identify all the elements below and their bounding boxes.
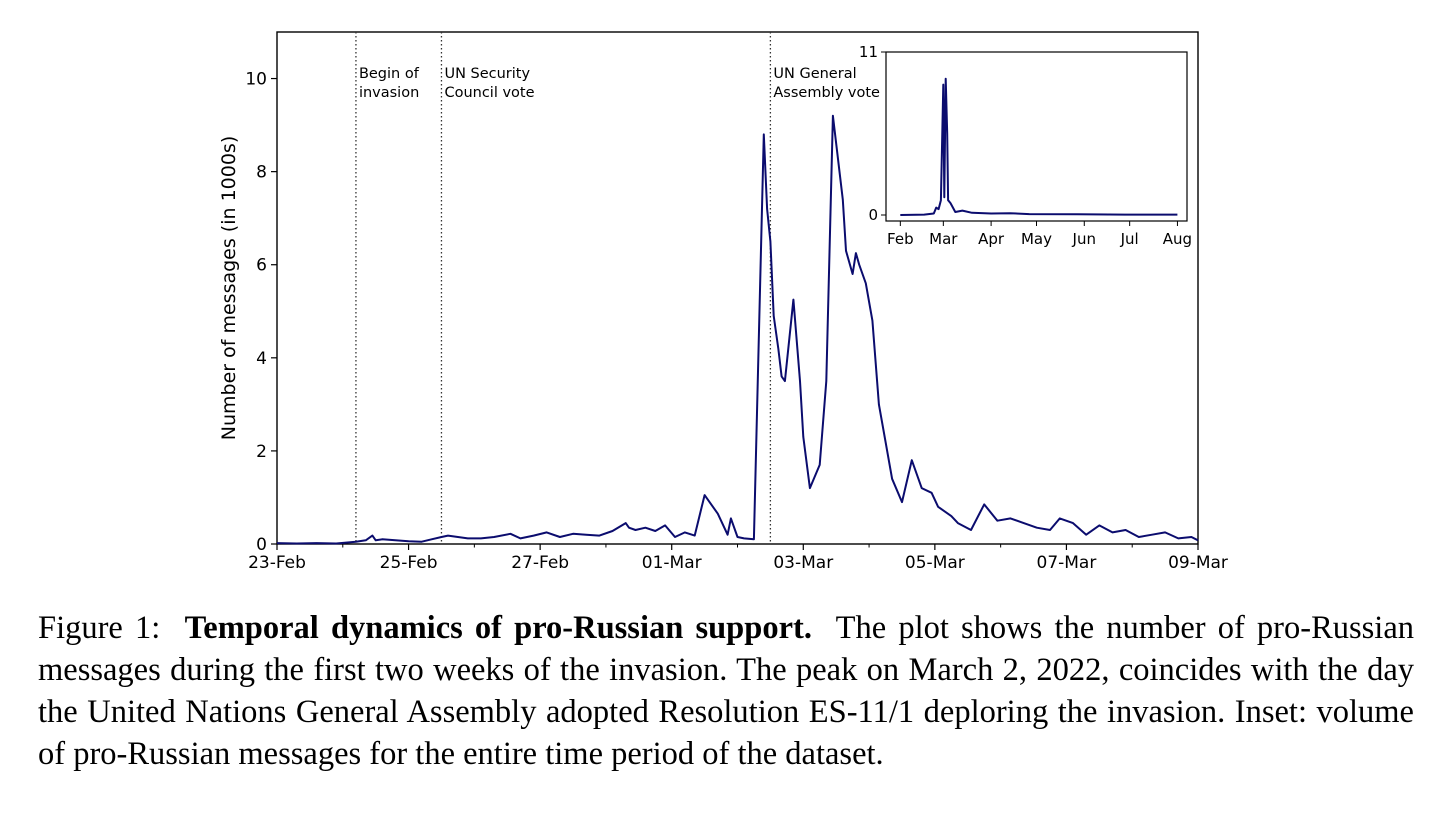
inset-x-tick-label: Jun	[1072, 230, 1096, 248]
y-tick-label: 4	[256, 349, 267, 369]
y-tick-label: 8	[256, 163, 267, 183]
y-tick-label: 2	[256, 442, 267, 462]
x-tick-label: 23-Feb	[248, 553, 306, 573]
inset-series-line	[900, 77, 1178, 216]
inset-y-tick-label: 0	[868, 206, 878, 224]
event-annotation-text: Begin of	[359, 66, 420, 82]
x-tick-label: 03-Mar	[773, 553, 833, 573]
caption-body: The plot shows the number of pro-Russian…	[38, 610, 1414, 772]
x-axis-ticks: 23-Feb 25-Feb 27-Feb 01-Mar 03-Mar 05-Mar 07-M…	[248, 544, 1228, 573]
inset-x-tick-label: Aug	[1163, 230, 1192, 248]
caption-label: Figure 1:	[38, 610, 161, 646]
inset-x-tick-label: Apr	[978, 230, 1005, 248]
x-tick-label: 25-Feb	[380, 553, 438, 573]
y-tick-label: 0	[256, 535, 267, 555]
x-tick-label: 01-Mar	[642, 553, 702, 573]
event-annotation-text: UN Security	[444, 66, 530, 82]
series-line-pro-russian-messages	[276, 114, 1199, 545]
inset-background	[886, 52, 1187, 221]
x-tick-label: 27-Feb	[511, 553, 569, 573]
main-chart: Begin of invasion UN Security Council vote U…	[218, 31, 1228, 573]
inset-chart: Feb Mar Apr May Jun Jul Aug 0 11	[859, 43, 1192, 248]
event-annotations: Begin of invasion UN Security Council vote U…	[359, 66, 880, 101]
event-annotation-text: Assembly vote	[773, 85, 880, 101]
inset-y-tick-label: 11	[859, 43, 878, 61]
y-axis-ticks: 0 2 4 6 8 10	[245, 70, 277, 555]
event-lines	[355, 32, 772, 544]
figure-caption: Figure 1: Temporal dynamics of pro-Russi…	[38, 607, 1414, 775]
y-axis-label: Number of messages (in 1000s)	[218, 136, 240, 440]
x-tick-label: 07-Mar	[1037, 553, 1097, 573]
inset-x-tick-label: May	[1021, 230, 1052, 248]
inset-x-tick-label: Jul	[1120, 230, 1139, 248]
caption-title: Temporal dynamics of pro-Russian support…	[184, 610, 812, 646]
event-annotation-text: invasion	[359, 85, 419, 101]
event-annotation-text: Council vote	[444, 85, 534, 101]
y-tick-label: 6	[256, 256, 267, 276]
x-tick-label: 09-Mar	[1168, 553, 1228, 573]
y-tick-label: 10	[245, 70, 267, 90]
inset-x-axis-ticks: Feb Mar Apr May Jun Jul Aug	[887, 221, 1192, 248]
inset-x-tick-label: Mar	[929, 230, 958, 248]
event-annotation-text: UN General	[773, 66, 856, 82]
inset-x-tick-label: Feb	[887, 230, 914, 248]
x-tick-label: 05-Mar	[905, 553, 965, 573]
inset-y-axis-ticks: 0 11	[859, 43, 886, 224]
